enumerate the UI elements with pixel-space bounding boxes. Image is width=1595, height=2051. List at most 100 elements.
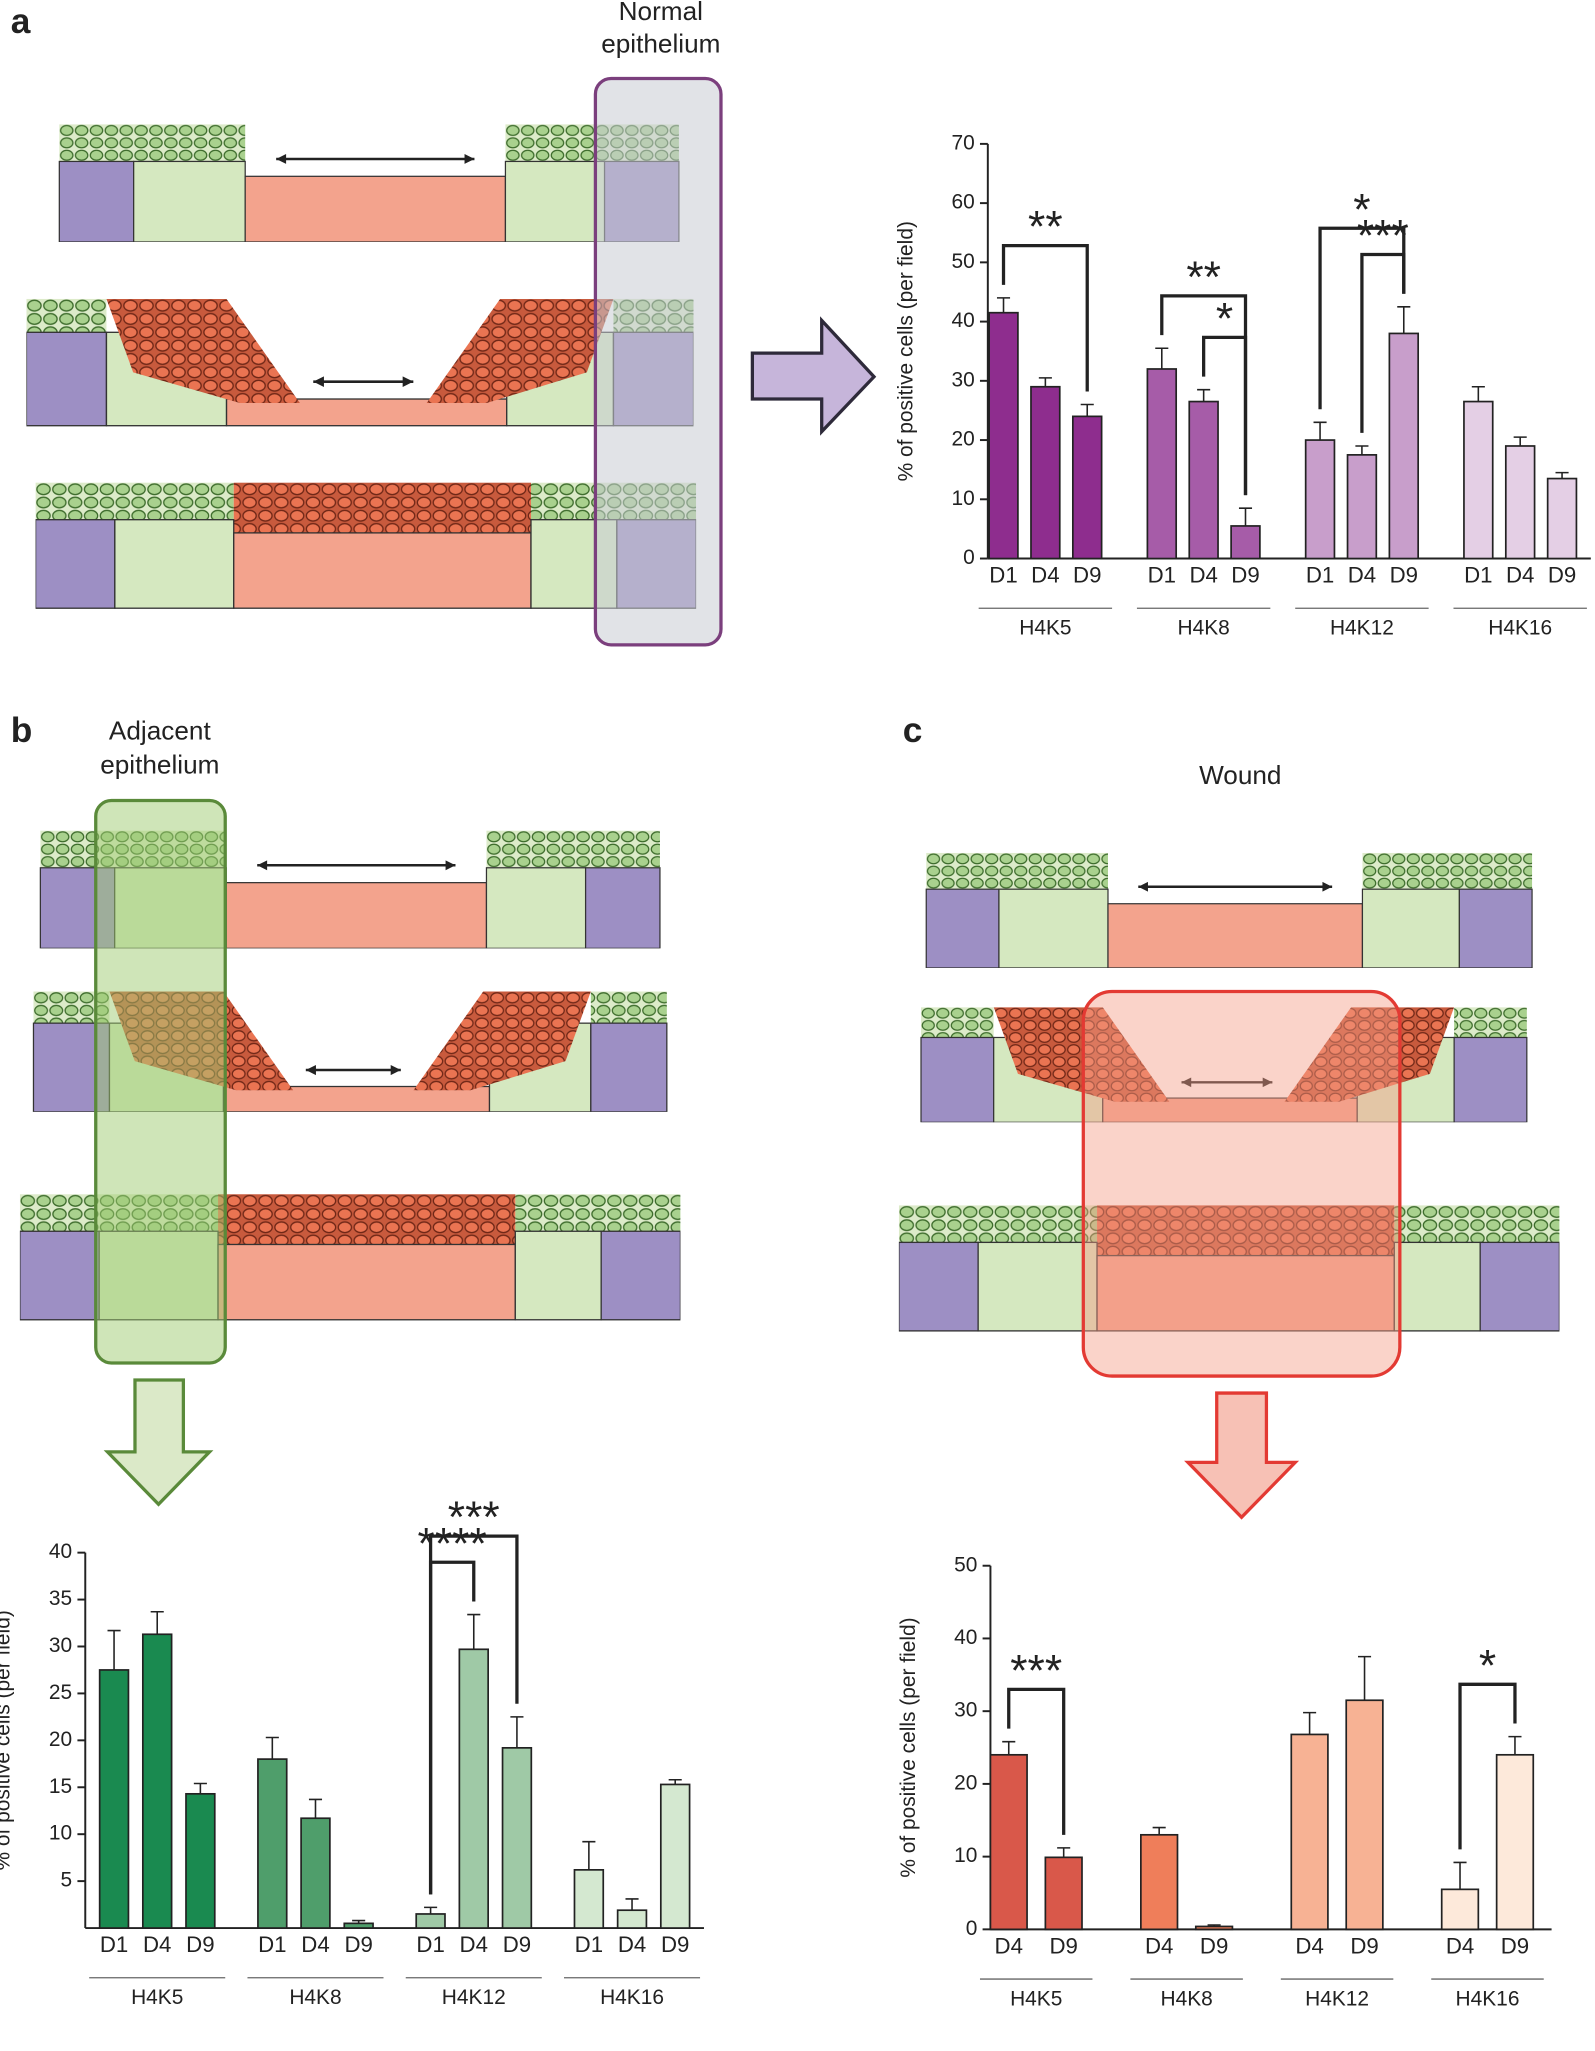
x-tick-label: D4 bbox=[618, 1932, 646, 1957]
x-tick-label: D1 bbox=[1464, 563, 1492, 588]
bar bbox=[1495, 1753, 1535, 1931]
group-label: H4K16 bbox=[600, 1986, 664, 2009]
bar bbox=[1345, 1699, 1384, 1931]
bar bbox=[1290, 1733, 1329, 1931]
panel-letter: b bbox=[11, 711, 33, 750]
x-tick-label: D9 bbox=[1390, 563, 1418, 588]
region-highlight bbox=[1081, 989, 1402, 1378]
error-bar bbox=[424, 1906, 438, 1914]
arrow bbox=[1184, 1391, 1300, 1520]
y-tick-label: 15 bbox=[49, 1775, 72, 1798]
bar bbox=[1230, 525, 1261, 560]
bar bbox=[1146, 368, 1178, 560]
bar bbox=[1194, 1925, 1234, 1931]
x-tick-label: D9 bbox=[1501, 1934, 1529, 1959]
x-tick-label: D1 bbox=[100, 1932, 128, 1957]
bar bbox=[1304, 439, 1336, 560]
bar bbox=[501, 1746, 533, 1929]
region-label: epithelium bbox=[100, 749, 219, 779]
x-tick-label: D9 bbox=[1200, 1934, 1228, 1959]
group-label: H4K5 bbox=[1019, 617, 1071, 640]
error-bar bbox=[1357, 1655, 1372, 1701]
y-tick-label: 30 bbox=[49, 1634, 72, 1657]
error-bar bbox=[265, 1736, 279, 1760]
y-tick-label: 70 bbox=[951, 131, 974, 154]
error-bar bbox=[1080, 403, 1094, 417]
y-axis-label: % of positive cells (per field) bbox=[894, 221, 917, 481]
significance-label: * bbox=[1216, 294, 1233, 343]
y-tick-label: 50 bbox=[951, 250, 974, 273]
group-label: H4K12 bbox=[1330, 617, 1394, 640]
x-tick-label: D9 bbox=[1049, 1934, 1077, 1959]
arrow bbox=[750, 316, 877, 436]
group-label: H4K16 bbox=[1488, 617, 1552, 640]
x-tick-label: D4 bbox=[460, 1932, 488, 1957]
x-tick-label: D9 bbox=[344, 1932, 372, 1957]
bar bbox=[1140, 1833, 1179, 1931]
y-tick-label: 30 bbox=[951, 368, 974, 391]
significance-label: ** bbox=[1186, 253, 1221, 302]
significance-bracket bbox=[1001, 243, 1089, 392]
x-tick-label: D4 bbox=[143, 1932, 171, 1957]
y-tick-label: 0 bbox=[963, 546, 975, 569]
bar bbox=[1440, 1888, 1480, 1931]
bar bbox=[988, 311, 1019, 560]
x-tick-label: D9 bbox=[1231, 563, 1259, 588]
y-tick-label: 40 bbox=[954, 1626, 977, 1649]
region-highlight bbox=[593, 76, 723, 647]
bar bbox=[1388, 332, 1420, 560]
x-tick-label: D9 bbox=[1350, 1934, 1378, 1959]
significance-label: ** bbox=[1028, 203, 1063, 252]
significance-bracket bbox=[1318, 226, 1406, 410]
significance-label: *** bbox=[1357, 212, 1409, 261]
significance-bracket bbox=[1007, 1687, 1066, 1835]
y-tick-label: 10 bbox=[49, 1822, 72, 1845]
error-bar bbox=[1207, 1924, 1221, 1927]
bar bbox=[415, 1913, 446, 1929]
x-tick-label: D1 bbox=[258, 1932, 286, 1957]
y-tick-label: 0 bbox=[966, 1917, 978, 1940]
error-bar bbox=[193, 1782, 207, 1794]
bar bbox=[141, 1633, 173, 1929]
schematic bbox=[26, 297, 694, 428]
y-tick-label: 20 bbox=[49, 1728, 72, 1751]
x-tick-label: D9 bbox=[503, 1932, 531, 1957]
significance-bracket bbox=[428, 1534, 519, 1895]
group-label: H4K12 bbox=[442, 1986, 506, 2009]
x-tick-label: D1 bbox=[575, 1932, 603, 1957]
bar bbox=[1071, 415, 1103, 560]
y-axis-label: % of positive cells (per field) bbox=[897, 1617, 920, 1877]
error-bar bbox=[668, 1778, 682, 1785]
error-bar bbox=[1002, 1740, 1016, 1755]
significance-label: * bbox=[1353, 185, 1370, 234]
region-label: Normal bbox=[619, 0, 703, 26]
group-label: H4K5 bbox=[1010, 1988, 1062, 2011]
arrow bbox=[103, 1378, 214, 1507]
bar bbox=[458, 1648, 489, 1929]
y-tick-label: 40 bbox=[951, 309, 974, 332]
bar bbox=[1030, 385, 1061, 560]
x-tick-label: D4 bbox=[1189, 563, 1217, 588]
error-bar bbox=[1355, 445, 1369, 455]
bar bbox=[573, 1869, 605, 1929]
error-bar bbox=[582, 1840, 596, 1870]
error-bar bbox=[1453, 1861, 1467, 1890]
x-tick-label: D4 bbox=[1031, 563, 1059, 588]
bar bbox=[343, 1922, 374, 1929]
x-tick-label: D4 bbox=[1145, 1934, 1173, 1959]
x-tick-label: D1 bbox=[1306, 563, 1334, 588]
panel-letter: c bbox=[903, 711, 923, 750]
x-tick-label: D4 bbox=[1295, 1934, 1323, 1959]
bar bbox=[1188, 400, 1219, 560]
bar bbox=[257, 1758, 288, 1929]
group-label: H4K12 bbox=[1305, 1988, 1369, 2011]
y-axis-label: % of positive cells (per field) bbox=[0, 1610, 15, 1870]
significance-bracket bbox=[1458, 1682, 1517, 1850]
error-bar bbox=[1197, 388, 1211, 402]
error-bar bbox=[1155, 347, 1169, 369]
x-tick-label: D9 bbox=[186, 1932, 214, 1957]
error-bar bbox=[1508, 1735, 1522, 1755]
error-bar bbox=[510, 1716, 524, 1748]
x-tick-label: D1 bbox=[1148, 563, 1176, 588]
